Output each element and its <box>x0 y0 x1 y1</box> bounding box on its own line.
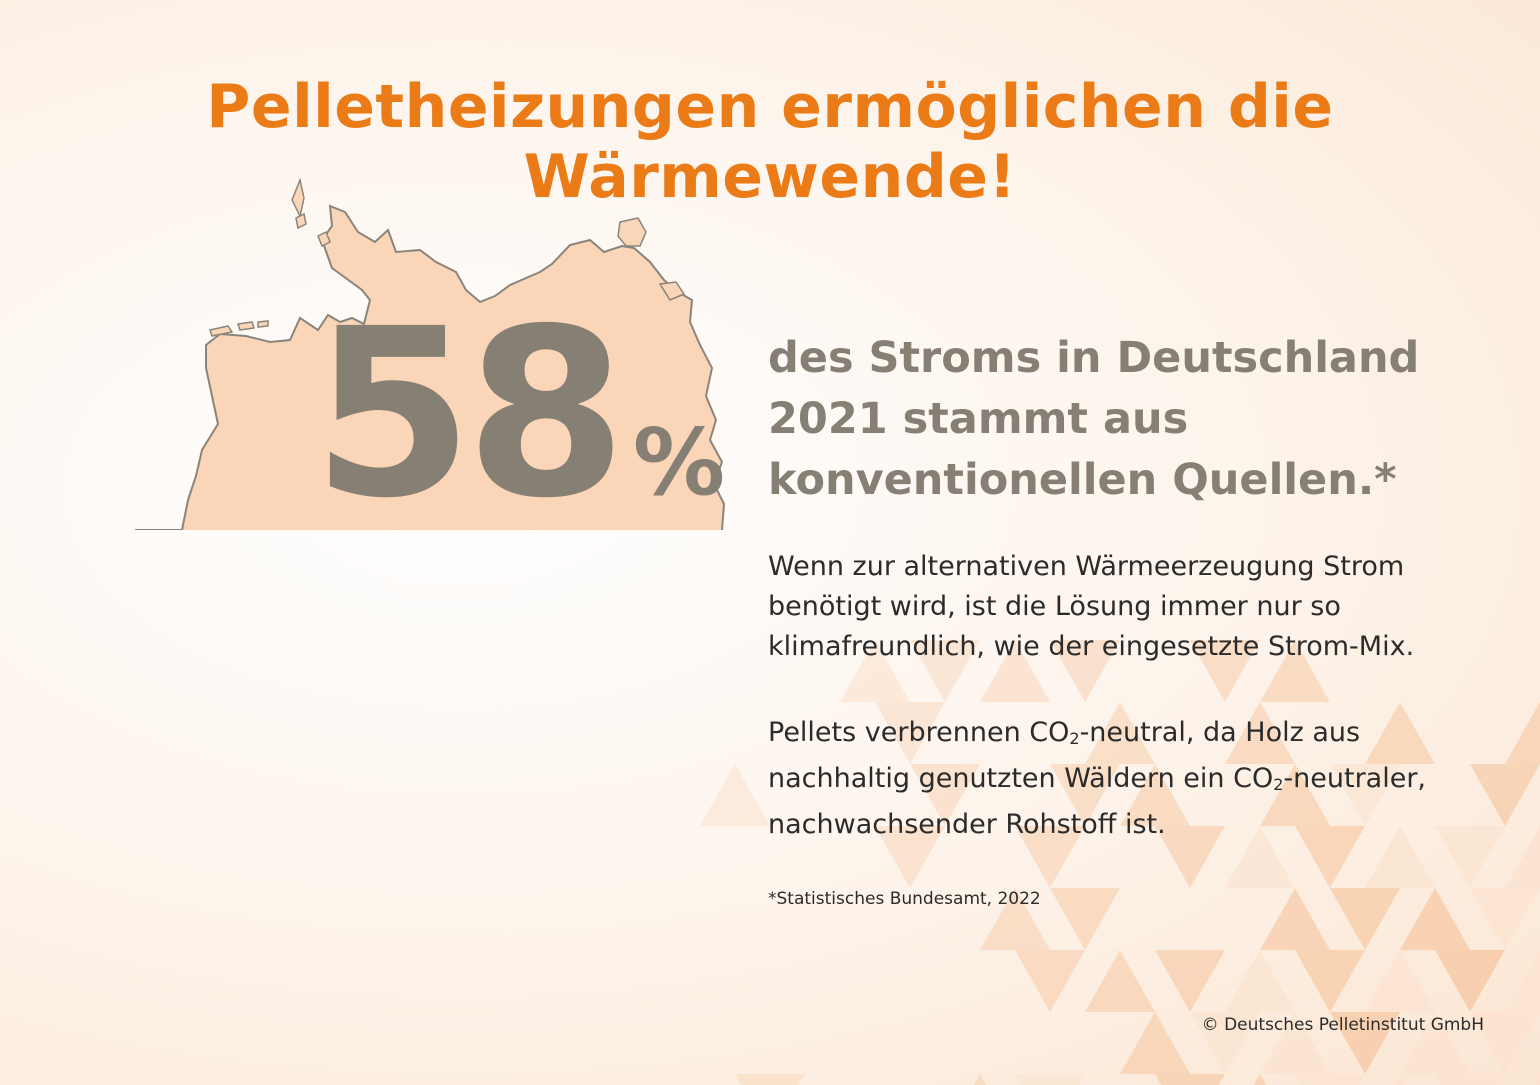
decor-triangle <box>1330 1012 1400 1074</box>
decor-triangle <box>1120 764 1190 826</box>
decor-triangle <box>735 1074 805 1085</box>
decor-triangle <box>1225 826 1295 888</box>
decor-triangle <box>1085 702 1155 764</box>
decor-triangle <box>1365 826 1435 888</box>
decor-triangle <box>1260 640 1330 702</box>
decor-triangle <box>1365 950 1435 1012</box>
decor-triangle <box>1260 1012 1330 1074</box>
decor-triangle <box>1050 888 1120 950</box>
decor-triangle <box>1050 640 1120 702</box>
decor-triangle <box>1050 764 1120 826</box>
decor-triangle <box>910 640 980 702</box>
decor-triangle <box>1260 764 1330 826</box>
decor-triangle <box>1015 1074 1085 1085</box>
decor-triangle <box>1435 950 1505 1012</box>
decor-triangle <box>1393 1074 1407 1085</box>
decor-triangle <box>1295 950 1365 1012</box>
co2-subscript-2: 2 <box>1273 775 1284 794</box>
decor-triangle <box>1330 764 1400 826</box>
source-footnote: *Statistisches Bundesamt, 2022 <box>768 889 1041 909</box>
paragraph-electricity: Wenn zur alternativen Wärmeerzeugung Str… <box>768 551 1415 662</box>
decor-triangle <box>1470 1012 1540 1074</box>
statistic-number: 58 <box>312 279 627 549</box>
decor-triangle <box>1253 1074 1267 1085</box>
decor-triangle <box>1190 640 1260 702</box>
decor-triangle <box>1400 888 1470 950</box>
decor-triangle <box>1155 950 1225 1012</box>
decor-triangle <box>910 764 980 826</box>
decor-triangle <box>875 826 945 888</box>
decor-triangle <box>1470 764 1540 826</box>
decor-triangle <box>1505 826 1540 888</box>
page-title: Pelletheizungen ermöglichen die Wärmewen… <box>206 72 1334 212</box>
paragraph-pellets: Pellets verbrennen CO2-neutral, da Holz … <box>768 713 1488 845</box>
decor-triangle <box>840 640 910 702</box>
decor-triangle <box>1295 1074 1365 1085</box>
decor-triangle <box>1190 1012 1260 1074</box>
decor-triangle <box>1015 826 1085 888</box>
decor-triangle <box>1533 1074 1540 1085</box>
decor-triangle <box>1085 950 1155 1012</box>
decor-triangle <box>1435 826 1505 888</box>
decor-triangle <box>1505 702 1540 764</box>
decor-triangle <box>980 640 1050 702</box>
co2-subscript-1: 2 <box>1069 729 1080 748</box>
paragraph-pellets-part-1: Pellets verbrennen CO <box>768 717 1070 748</box>
decor-triangle <box>1225 702 1295 764</box>
decor-triangle <box>1225 950 1295 1012</box>
decor-triangle <box>973 1074 987 1085</box>
statistic-unit: % <box>632 409 726 516</box>
decor-triangle <box>700 764 770 826</box>
north-sea-islands <box>209 177 331 337</box>
headline-text: des Stroms in Deutschland 2021 stammt au… <box>768 333 1420 505</box>
decor-triangle <box>980 888 1050 950</box>
statistic-value: 58% <box>312 298 725 530</box>
decor-triangle <box>1505 950 1540 1012</box>
baltic-islands <box>617 217 686 301</box>
decor-triangle <box>1295 826 1365 888</box>
decor-triangle <box>1470 888 1540 950</box>
decor-triangle <box>1120 1012 1190 1074</box>
decor-triangle <box>1330 888 1400 950</box>
decor-triangle <box>875 702 945 764</box>
decor-triangle <box>1435 1074 1505 1085</box>
decor-triangle <box>1365 702 1435 764</box>
copyright-notice: © Deutsches Pelletinstitut GmbH <box>1201 1015 1484 1035</box>
decor-triangle <box>1155 826 1225 888</box>
decor-triangle <box>1260 888 1330 950</box>
paragraph-pellets-part-3: -neutraler, nachwachsender Rohstoff ist. <box>768 763 1427 840</box>
decor-triangle <box>1400 1012 1470 1074</box>
decor-triangle <box>1155 1074 1225 1085</box>
decor-triangle <box>1015 950 1085 1012</box>
paragraph-pellets-part-2: -neutral, da Holz aus nachhaltig genutzt… <box>768 717 1361 794</box>
